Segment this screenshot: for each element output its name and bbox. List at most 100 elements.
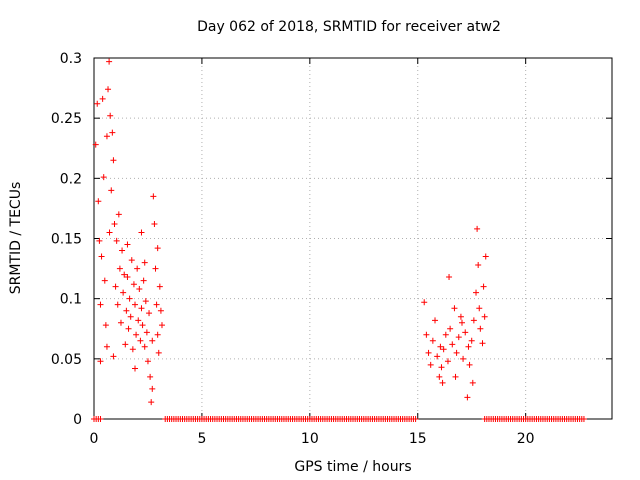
data-point: [115, 211, 122, 218]
data-point: [98, 253, 105, 260]
data-point: [154, 331, 161, 338]
data-point: [121, 271, 128, 278]
data-point: [127, 313, 134, 320]
data-point: [152, 265, 159, 272]
data-point: [460, 355, 467, 362]
data-point: [157, 307, 164, 314]
data-point: [120, 289, 127, 296]
x-tick-label: 15: [409, 431, 427, 447]
zero-value-point: [97, 416, 104, 422]
x-axis-label: GPS time / hours: [294, 459, 411, 475]
data-point: [142, 298, 149, 305]
data-point: [136, 286, 143, 293]
data-point: [129, 346, 136, 353]
data-point: [141, 343, 148, 350]
data-point: [138, 305, 145, 312]
y-tick-label: 0.05: [51, 352, 82, 368]
zero-value-point: [412, 416, 419, 422]
data-point: [130, 281, 137, 288]
data-point: [132, 301, 139, 308]
data-point: [103, 133, 110, 140]
data-point: [476, 305, 483, 312]
data-point: [423, 331, 430, 338]
data-point: [451, 305, 458, 312]
data-point: [138, 229, 145, 236]
data-point: [149, 337, 156, 344]
y-tick-label: 0.15: [51, 232, 82, 248]
data-points: [91, 58, 587, 422]
data-point: [143, 329, 150, 336]
data-point: [480, 283, 487, 290]
data-point: [106, 229, 113, 236]
data-point: [92, 141, 99, 148]
data-point: [106, 58, 113, 65]
data-point: [155, 349, 162, 356]
y-tick-label: 0.2: [60, 171, 82, 187]
data-point: [158, 322, 165, 329]
data-point: [108, 187, 115, 194]
data-point: [95, 198, 102, 205]
data-point: [434, 353, 441, 360]
data-point: [453, 349, 460, 356]
chart-title: Day 062 of 2018, SRMTID for receiver atw…: [197, 19, 501, 35]
data-point: [102, 322, 109, 329]
data-point: [438, 364, 445, 371]
data-point: [477, 325, 484, 332]
x-tick-label: 10: [301, 431, 319, 447]
data-point: [101, 277, 108, 284]
data-point: [458, 319, 465, 326]
data-point: [100, 174, 107, 181]
data-point: [432, 317, 439, 324]
data-point: [112, 283, 119, 290]
data-point: [114, 301, 121, 308]
x-tick-label: 0: [90, 431, 99, 447]
grid-lines: [94, 58, 612, 419]
y-tick-label: 0.25: [51, 111, 82, 127]
data-point: [439, 379, 446, 386]
data-point: [148, 399, 155, 406]
data-point: [119, 247, 126, 254]
x-tick-label: 20: [517, 431, 535, 447]
data-point: [466, 361, 473, 368]
data-point: [464, 394, 471, 401]
y-tick-label: 0.1: [60, 292, 82, 308]
data-point: [144, 358, 151, 365]
data-point: [473, 289, 480, 296]
y-axis-label: SRMTID / TECUs: [8, 182, 24, 295]
data-point: [154, 245, 161, 252]
data-point: [455, 334, 462, 341]
data-point: [437, 343, 444, 350]
data-point: [105, 86, 112, 93]
axis-ticks: 0 5 10 15 20 0 0.05 0.1 0.15 0.2 0.25 0.3: [51, 51, 612, 447]
data-point: [134, 265, 141, 272]
data-point: [125, 325, 132, 332]
data-point: [153, 301, 160, 308]
data-point: [124, 241, 131, 248]
data-point: [482, 253, 489, 260]
data-point: [474, 225, 481, 232]
data-point: [128, 257, 135, 264]
y-tick-label: 0.3: [60, 51, 82, 67]
data-point: [156, 283, 163, 290]
data-point: [135, 317, 142, 324]
data-point: [110, 353, 117, 360]
data-point: [462, 329, 469, 336]
data-point: [457, 313, 464, 320]
zero-value-point: [580, 416, 587, 422]
data-point: [133, 331, 140, 338]
data-point: [109, 129, 116, 136]
data-point: [141, 259, 148, 266]
data-point: [429, 337, 436, 344]
data-point: [113, 237, 120, 244]
data-point: [421, 299, 428, 306]
data-point: [97, 301, 104, 308]
data-point: [440, 346, 447, 353]
data-point: [116, 265, 123, 272]
data-point: [139, 322, 146, 329]
y-tick-label: 0: [73, 412, 82, 428]
data-point: [481, 313, 488, 320]
data-point: [146, 310, 153, 317]
data-point: [425, 349, 432, 356]
